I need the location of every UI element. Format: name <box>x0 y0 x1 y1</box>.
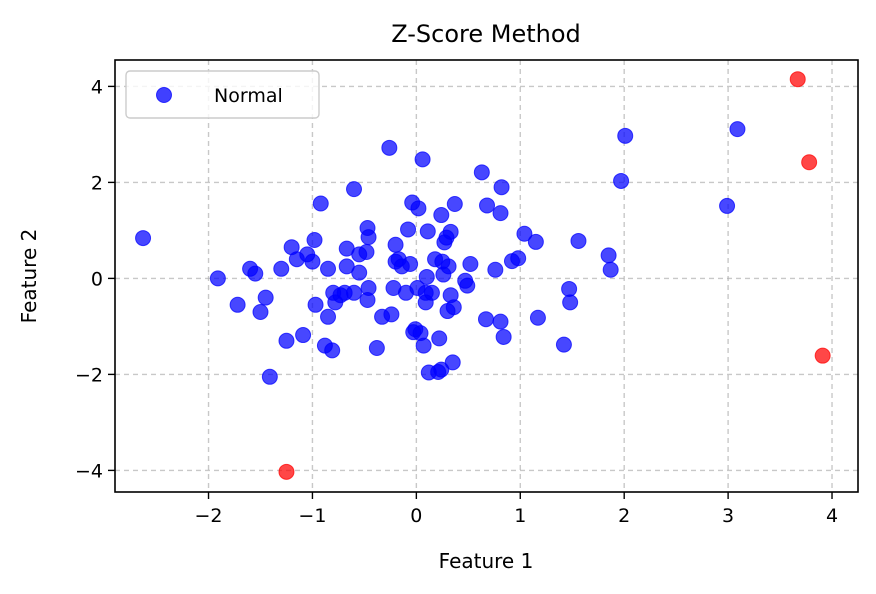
y-axis-label: Feature 2 <box>17 229 41 324</box>
normal-point <box>602 261 619 278</box>
normal-point <box>261 368 278 385</box>
normal-point <box>306 232 323 248</box>
normal-point <box>387 236 404 253</box>
outlier-point <box>789 71 806 88</box>
normal-point <box>459 277 476 294</box>
y-tick-label: 0 <box>91 268 103 290</box>
outlier-point <box>814 347 831 364</box>
y-tick-label: −2 <box>75 364 103 386</box>
normal-point <box>561 280 578 297</box>
normal-point <box>493 179 510 196</box>
normal-point <box>400 221 417 238</box>
x-tick-label: −1 <box>298 505 326 527</box>
normal-point <box>229 296 246 313</box>
normal-point <box>440 258 457 275</box>
normal-point <box>529 309 546 326</box>
grid <box>115 60 858 492</box>
y-tick-label: 4 <box>91 76 103 98</box>
normal-point <box>278 332 295 349</box>
normal-point <box>473 164 490 181</box>
normal-point <box>346 181 363 198</box>
normal-point <box>431 330 448 347</box>
chart-title: Z-Score Method <box>391 20 581 48</box>
normal-point <box>415 337 432 354</box>
normal-point <box>273 260 290 277</box>
legend: Normal <box>125 70 320 119</box>
normal-point <box>600 247 617 264</box>
normal-point <box>419 223 436 240</box>
normal-point <box>402 256 419 272</box>
x-tick-label: −2 <box>195 505 223 527</box>
normal-point <box>444 354 461 371</box>
normal-point <box>527 233 544 250</box>
legend-box <box>125 70 320 119</box>
outlier-point <box>278 463 295 480</box>
normal-point <box>492 205 509 222</box>
normal-point <box>358 244 375 260</box>
data-points <box>135 71 831 480</box>
normal-point <box>729 121 746 138</box>
normal-point <box>477 311 494 328</box>
x-tick-label: 3 <box>722 505 734 527</box>
x-tick-label: 2 <box>618 505 630 527</box>
normal-point <box>562 294 579 311</box>
normal-point <box>307 296 324 313</box>
normal-point <box>423 284 440 301</box>
normal-point <box>414 151 431 168</box>
normal-point <box>346 284 363 301</box>
normal-point <box>487 261 504 278</box>
normal-point <box>510 250 527 267</box>
normal-point <box>492 313 509 330</box>
normal-point <box>613 172 630 189</box>
normal-point <box>479 197 496 214</box>
normal-point <box>381 139 398 156</box>
legend-label-normal: Normal <box>214 85 283 107</box>
normal-point <box>433 361 450 378</box>
axis-ticks: −2 −1 0 1 2 3 4 −4 −2 0 2 4 <box>75 76 838 527</box>
x-tick-label: 1 <box>514 505 526 527</box>
normal-point <box>304 253 321 270</box>
normal-point <box>570 232 587 249</box>
normal-point <box>410 200 427 217</box>
normal-point <box>462 256 479 272</box>
normal-point <box>257 289 274 306</box>
normal-point <box>555 336 572 353</box>
x-tick-label: 0 <box>410 505 422 527</box>
plot-area-frame <box>114 59 859 493</box>
normal-point <box>135 230 152 247</box>
normal-point <box>516 225 533 242</box>
x-tick-label: 4 <box>826 505 838 527</box>
normal-point <box>247 265 264 282</box>
normal-point <box>383 306 400 323</box>
normal-point <box>617 127 634 144</box>
normal-point <box>209 270 226 287</box>
normal-point <box>351 264 368 281</box>
y-tick-label: 2 <box>91 172 103 194</box>
x-axis-label: Feature 1 <box>439 549 534 573</box>
normal-point <box>418 268 435 285</box>
normal-point <box>360 280 377 296</box>
normal-point <box>719 197 736 214</box>
normal-point <box>320 260 337 277</box>
normal-point <box>495 328 512 345</box>
normal-point <box>312 195 329 212</box>
normal-point <box>360 229 377 246</box>
normal-point <box>324 342 341 359</box>
normal-point <box>320 308 337 325</box>
normal-point <box>442 223 459 240</box>
legend-marker-normal <box>156 87 172 103</box>
normal-point <box>446 196 463 212</box>
normal-point <box>433 207 450 224</box>
outlier-point <box>801 154 818 171</box>
normal-point <box>295 327 312 344</box>
normal-point <box>252 304 269 320</box>
normal-point <box>368 340 385 356</box>
y-tick-label: −4 <box>75 460 103 482</box>
normal-point <box>445 299 462 316</box>
